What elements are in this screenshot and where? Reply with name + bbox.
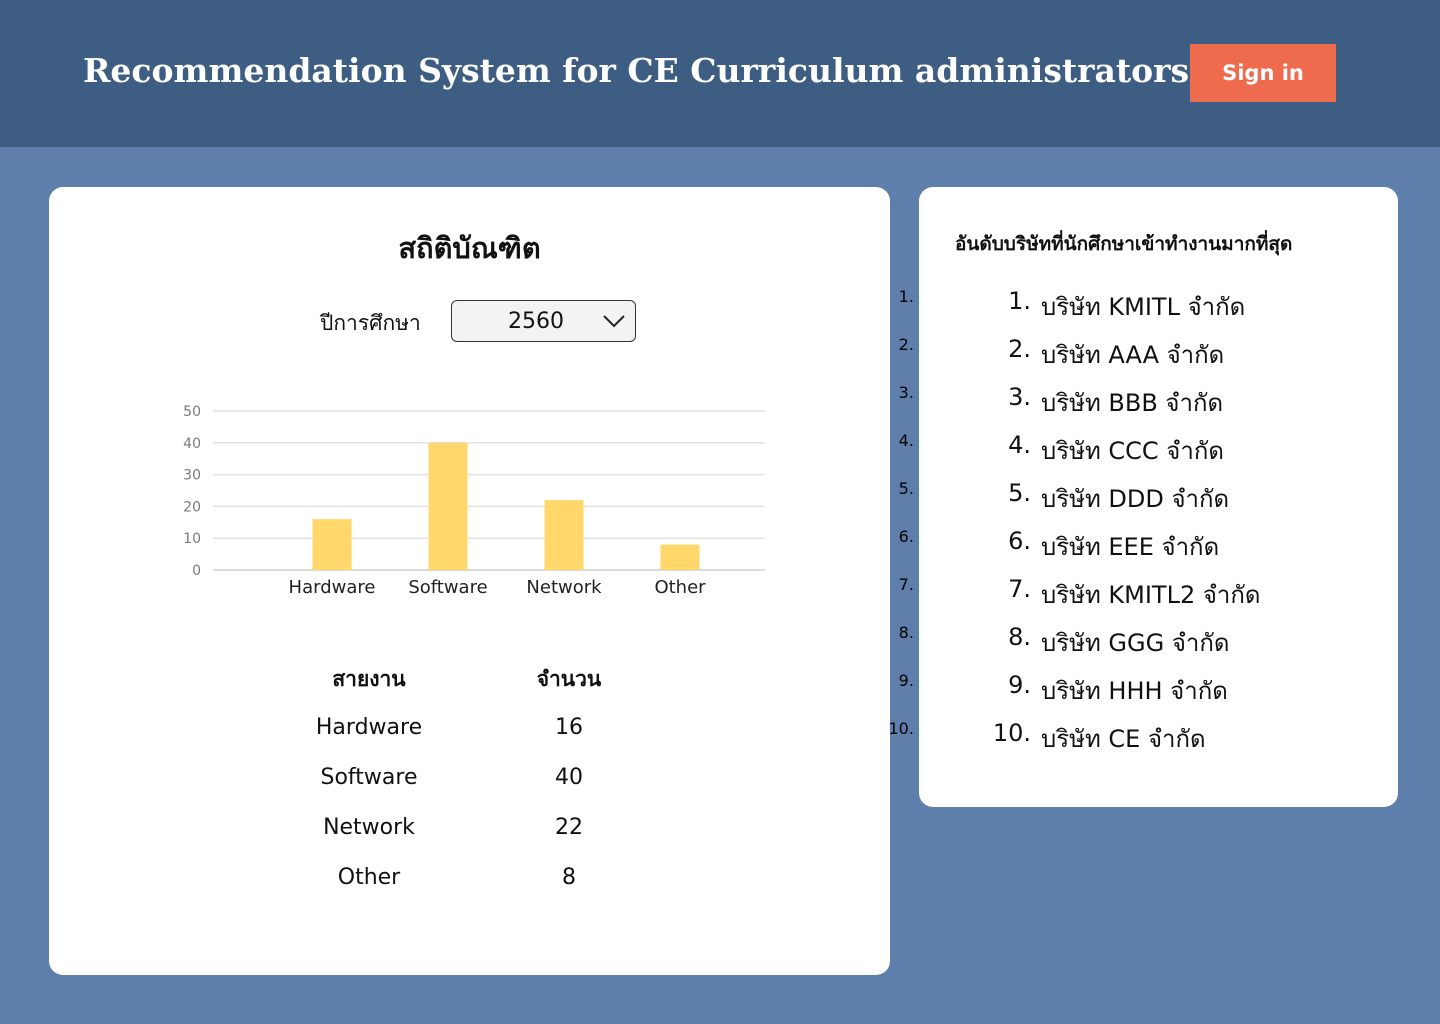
company-name: บริษัท KMITL2 จำกัด bbox=[1041, 581, 1261, 609]
list-item: 7. บริษัท KMITL2 จำกัด bbox=[919, 575, 1398, 615]
x-tick-label: Other bbox=[654, 577, 706, 597]
table-cell-job-type: Hardware bbox=[315, 715, 423, 740]
academic-year-value: 2560 bbox=[508, 309, 564, 334]
table-row: Other 8 bbox=[49, 865, 890, 905]
rank-number: 8. bbox=[1008, 623, 1031, 651]
company-name: บริษัท DDD จำกัด bbox=[1041, 485, 1230, 513]
rank-number: 3. bbox=[1008, 383, 1031, 411]
rank-number: 6. bbox=[1008, 527, 1031, 555]
y-tick-label: 0 bbox=[192, 563, 201, 579]
chevron-down-icon bbox=[603, 315, 625, 328]
x-tick-label: Software bbox=[408, 577, 487, 597]
list-item: 6. บริษัท EEE จำกัด bbox=[919, 527, 1398, 567]
company-name: บริษัท HHH จำกัด bbox=[1041, 677, 1228, 705]
y-tick-label: 20 bbox=[183, 499, 201, 515]
y-tick-label: 10 bbox=[183, 531, 201, 547]
table-cell-count: 8 bbox=[562, 865, 576, 890]
rank-number: 10. bbox=[992, 719, 1031, 747]
list-item: 10. บริษัท CE จำกัด bbox=[919, 719, 1398, 759]
rank-number: 1. bbox=[1008, 287, 1031, 315]
rank-number: 4. bbox=[1008, 431, 1031, 459]
company-name: บริษัท EEE จำกัด bbox=[1041, 533, 1220, 561]
table-cell-count: 16 bbox=[555, 715, 583, 740]
academic-year-select[interactable]: 2560 bbox=[451, 300, 636, 342]
bar-other bbox=[660, 544, 700, 570]
list-item: 4. บริษัท CCC จำกัด bbox=[919, 431, 1398, 471]
table-row: Software 40 bbox=[49, 765, 890, 805]
y-tick-label: 50 bbox=[183, 404, 201, 420]
stats-title: สถิติบัณฑิต bbox=[398, 231, 541, 265]
table-cell-job-type: Other bbox=[337, 865, 401, 890]
app-title: Recommendation System for CE Curriculum … bbox=[83, 51, 1190, 90]
list-item: 8. บริษัท GGG จำกัด bbox=[919, 623, 1398, 663]
list-item: 3. บริษัท BBB จำกัด bbox=[919, 383, 1398, 423]
table-cell-count: 40 bbox=[555, 765, 583, 790]
x-tick-label: Hardware bbox=[289, 577, 376, 597]
academic-year-label: ปีการศึกษา bbox=[320, 311, 421, 335]
company-name: บริษัท CCC จำกัด bbox=[1041, 437, 1224, 465]
table-cell-job-type: Network bbox=[323, 815, 415, 840]
list-item: 1. บริษัท KMITL จำกัด bbox=[919, 287, 1398, 327]
table-cell-count: 22 bbox=[555, 815, 583, 840]
rank-number: 7. bbox=[1008, 575, 1031, 603]
list-item: 2. บริษัท AAA จำกัด bbox=[919, 335, 1398, 375]
company-name: บริษัท CE จำกัด bbox=[1041, 725, 1206, 753]
list-item: 9. บริษัท HHH จำกัด bbox=[919, 671, 1398, 711]
y-tick-label: 30 bbox=[183, 468, 201, 484]
table-row: Network 22 bbox=[49, 815, 890, 855]
graduate-bar-chart: 0 10 20 30 40 50 Hardware Software Network Other bbox=[183, 404, 765, 597]
company-ranking-card: อันดับบริษัทที่นักศึกษาเข้าทำงานมากที่สุ… bbox=[919, 187, 1398, 807]
table-row: Hardware 16 bbox=[49, 715, 890, 755]
company-name: บริษัท GGG จำกัด bbox=[1041, 629, 1230, 657]
rank-number: 5. bbox=[1008, 479, 1031, 507]
rank-number: 9. bbox=[1008, 671, 1031, 699]
company-name: บริษัท KMITL จำกัด bbox=[1041, 293, 1246, 321]
table-header-count: จำนวน bbox=[536, 667, 602, 691]
company-name: บริษัท AAA จำกัด bbox=[1041, 341, 1225, 369]
sign-in-button[interactable]: Sign in bbox=[1190, 44, 1336, 102]
table-header-job-type: สายงาน bbox=[332, 667, 406, 691]
top-header: Recommendation System for CE Curriculum … bbox=[0, 0, 1440, 147]
rank-number: 2. bbox=[1008, 335, 1031, 363]
company-name: บริษัท BBB จำกัด bbox=[1041, 389, 1224, 417]
bar-hardware bbox=[312, 519, 352, 570]
graduate-stats-card: สถิติบัณฑิต ปีการศึกษา 2560 0 10 20 30 40 50 H… bbox=[49, 187, 890, 975]
bar-software bbox=[428, 442, 468, 570]
y-tick-label: 40 bbox=[183, 436, 201, 452]
table-cell-job-type: Software bbox=[320, 765, 418, 790]
bar-network bbox=[544, 500, 584, 570]
list-item: 5. บริษัท DDD จำกัด bbox=[919, 479, 1398, 519]
x-tick-label: Network bbox=[526, 577, 602, 597]
ranking-title: อันดับบริษัทที่นักศึกษาเข้าทำงานมากที่สุ… bbox=[955, 233, 1293, 255]
